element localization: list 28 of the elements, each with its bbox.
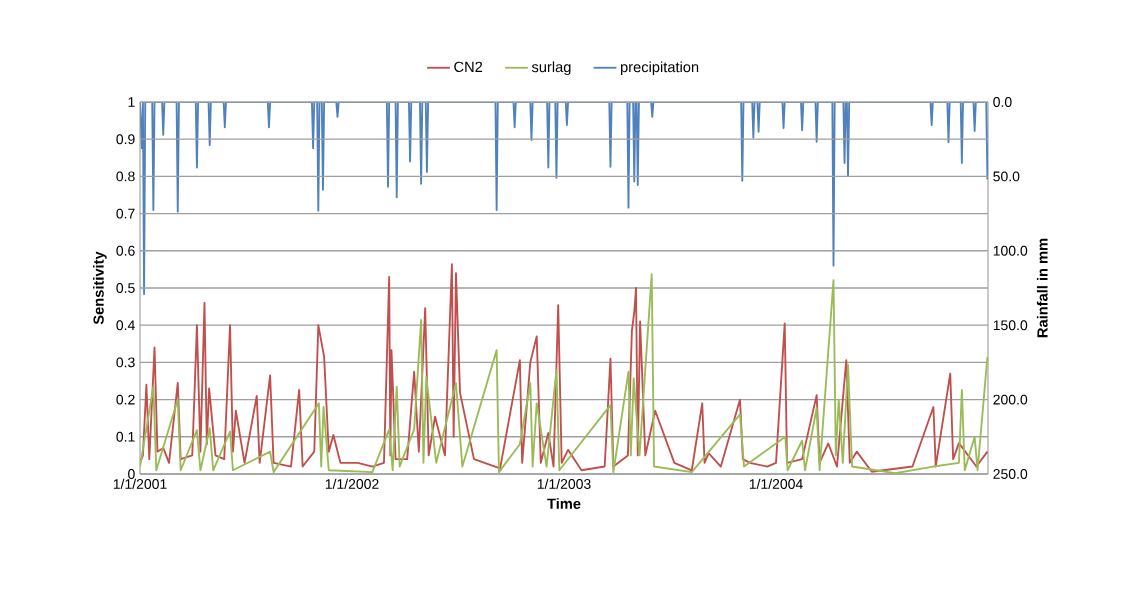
x-tick-label: 1/1/2004: [749, 478, 803, 489]
y-tick-label: 0.3: [116, 357, 135, 368]
line-series: [140, 102, 988, 295]
y2-tick-label: 200.0: [993, 394, 1028, 405]
y-tick-label: 0.4: [116, 320, 135, 331]
y2-axis-title: Rainfall in mm: [1036, 238, 1048, 338]
y2-tick-label: 50.0: [993, 171, 1020, 182]
y-tick-label: 0.1: [116, 431, 135, 442]
y-tick-label: 0.8: [116, 171, 135, 182]
y-tick-label: 0.9: [116, 134, 135, 145]
y2-tick-label: 100.0: [993, 245, 1028, 256]
y2-tick-label: 250.0: [993, 469, 1028, 479]
y-tick-label: 0.5: [116, 283, 135, 293]
y2-tick-label: 0.0: [993, 97, 1012, 107]
y-tick-label: 0.7: [116, 208, 135, 219]
y-tick-label: 1: [128, 97, 135, 107]
legend-label: CN2: [454, 61, 483, 73]
y-tick-label: 0.6: [116, 245, 135, 256]
y2-tick-label: 150.0: [993, 320, 1028, 331]
y-axis-title: Sensitivity: [93, 251, 107, 325]
y-tick-label: 0.2: [116, 394, 135, 405]
legend-label: precipitation: [620, 61, 699, 76]
x-axis-title: Time: [547, 498, 581, 509]
x-tick-label: 1/1/2003: [537, 478, 591, 489]
x-tick-label: 1/1/2001: [113, 478, 167, 489]
x-tick-label: 1/1/2002: [325, 478, 379, 489]
legend-label: surlag: [531, 61, 571, 76]
y-tick-label: 0: [128, 469, 135, 479]
